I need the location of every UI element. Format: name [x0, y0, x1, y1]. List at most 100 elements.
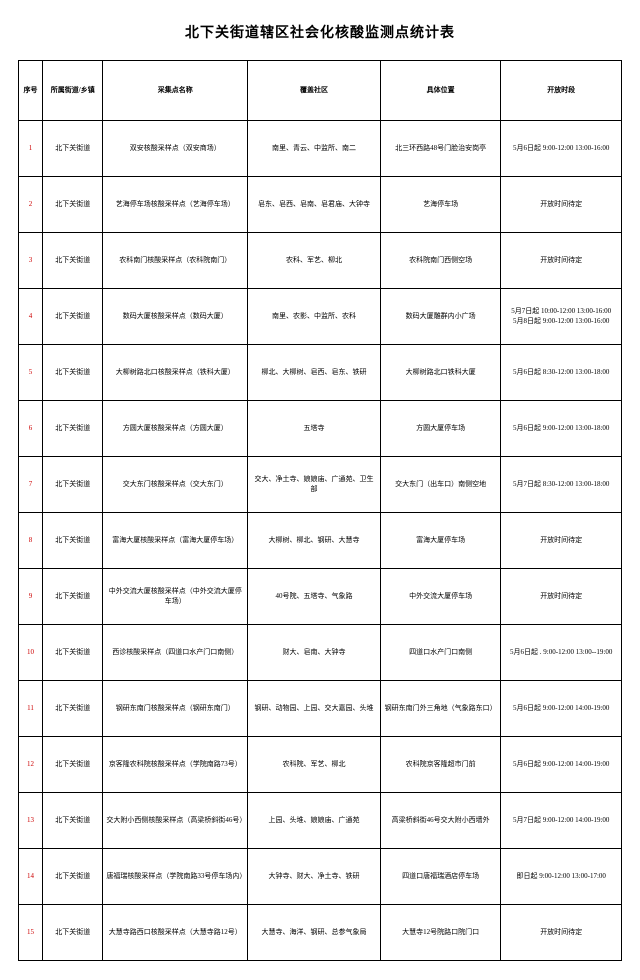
- cell-time: 5月6日起 8:30-12:00 13:00-18:00: [501, 345, 622, 401]
- table-row: 12北下关街道京客隆农科院核酸采样点（学院南路73号）农科院、军艺、柳北农科院京…: [19, 737, 622, 793]
- cell-index: 3: [19, 233, 43, 289]
- cell-district: 北下关街道: [43, 681, 103, 737]
- cell-location: 四道口唐福瑞酒店停车场: [380, 849, 501, 905]
- cell-time: 开放时间待定: [501, 569, 622, 625]
- cell-location: 交大东门（出车口）南侧空地: [380, 457, 501, 513]
- cell-time: 开放时间待定: [501, 513, 622, 569]
- cell-community: 农科院、军艺、柳北: [248, 737, 381, 793]
- cell-community: 农科、军艺、柳北: [248, 233, 381, 289]
- cell-community: 大柳树、柳北、钢研、大慧寺: [248, 513, 381, 569]
- cell-site: 京客隆农科院核酸采样点（学院南路73号）: [103, 737, 248, 793]
- table-row: 11北下关街道钢研东南门核酸采样点（钢研东南门）钢研、动物园、上园、交大嘉园、头…: [19, 681, 622, 737]
- cell-district: 北下关街道: [43, 625, 103, 681]
- table-row: 10北下关街道西诊核酸采样点（四道口水产门口南侧）财大、皂南、大钟寺四道口水产门…: [19, 625, 622, 681]
- cell-time: 开放时间待定: [501, 233, 622, 289]
- cell-location: 艺海停车场: [380, 177, 501, 233]
- cell-index: 6: [19, 401, 43, 457]
- cell-community: 南里、农影、中监所、农科: [248, 289, 381, 345]
- cell-time: 5月6日起 9:00-12:00 14:00-19:00: [501, 737, 622, 793]
- cell-site: 双安核酸采样点（双安商场）: [103, 121, 248, 177]
- cell-location: 富海大厦停车场: [380, 513, 501, 569]
- cell-location: 高梁桥斜街46号交大附小西墙外: [380, 793, 501, 849]
- table-row: 3北下关街道农科南门核酸采样点（农科院南门）农科、军艺、柳北农科院南门西侧空场开…: [19, 233, 622, 289]
- cell-community: 五塔寺: [248, 401, 381, 457]
- page-container: 北下关街道辖区社会化核酸监测点统计表 序号 所属街道/乡镇 采集点名称 覆盖社区…: [0, 0, 640, 961]
- cell-district: 北下关街道: [43, 457, 103, 513]
- cell-time: 5月6日起 9:00-12:00 13:00-16:00: [501, 121, 622, 177]
- cell-index: 9: [19, 569, 43, 625]
- table-row: 14北下关街道唐福瑞核酸采样点（学院南路33号停车场内）大钟寺、财大、净土寺、铁…: [19, 849, 622, 905]
- col-header-site: 采集点名称: [103, 61, 248, 121]
- cell-district: 北下关街道: [43, 345, 103, 401]
- cell-community: 大钟寺、财大、净土寺、铁研: [248, 849, 381, 905]
- cell-district: 北下关街道: [43, 121, 103, 177]
- table-row: 5北下关街道大柳树路北口核酸采样点（铁科大厦）柳北、大柳树、皂西、皂东、铁研大柳…: [19, 345, 622, 401]
- cell-community: 皂东、皂西、皂南、皂君庙、大钟寺: [248, 177, 381, 233]
- col-header-time: 开放时段: [501, 61, 622, 121]
- cell-location: 农科院南门西侧空场: [380, 233, 501, 289]
- col-header-index: 序号: [19, 61, 43, 121]
- cell-community: 40号院、五塔寺、气象路: [248, 569, 381, 625]
- cell-site: 大柳树路北口核酸采样点（铁科大厦）: [103, 345, 248, 401]
- table-row: 2北下关街道艺海停车场核酸采样点（艺海停车场）皂东、皂西、皂南、皂君庙、大钟寺艺…: [19, 177, 622, 233]
- table-row: 6北下关街道方圆大厦核酸采样点（方圆大厦）五塔寺方圆大厦停车场5月6日起 9:0…: [19, 401, 622, 457]
- cell-district: 北下关街道: [43, 905, 103, 961]
- cell-index: 2: [19, 177, 43, 233]
- cell-location: 北三环西路48号门脸治安岗亭: [380, 121, 501, 177]
- table-row: 13北下关街道交大附小西侧核酸采样点（高梁桥斜街46号）上园、头堆、娘娘庙、广通…: [19, 793, 622, 849]
- cell-index: 5: [19, 345, 43, 401]
- table-row: 1北下关街道双安核酸采样点（双安商场）南里、青云、中监所、南二北三环西路48号门…: [19, 121, 622, 177]
- table-body: 1北下关街道双安核酸采样点（双安商场）南里、青云、中监所、南二北三环西路48号门…: [19, 121, 622, 961]
- cell-index: 8: [19, 513, 43, 569]
- cell-location: 钢研东南门外三角地（气象路东口）: [380, 681, 501, 737]
- cell-index: 10: [19, 625, 43, 681]
- cell-community: 上园、头堆、娘娘庙、广通苑: [248, 793, 381, 849]
- cell-site: 交大东门核酸采样点（交大东门）: [103, 457, 248, 513]
- cell-site: 钢研东南门核酸采样点（钢研东南门）: [103, 681, 248, 737]
- table-row: 4北下关街道数码大厦核酸采样点（数码大厦）南里、农影、中监所、农科数码大厦雕群内…: [19, 289, 622, 345]
- cell-district: 北下关街道: [43, 793, 103, 849]
- cell-location: 方圆大厦停车场: [380, 401, 501, 457]
- table-header: 序号 所属街道/乡镇 采集点名称 覆盖社区 具体位置 开放时段: [19, 61, 622, 121]
- cell-time: 5月7日起 9:00-12:00 14:00-19:00: [501, 793, 622, 849]
- cell-site: 数码大厦核酸采样点（数码大厦）: [103, 289, 248, 345]
- cell-site: 艺海停车场核酸采样点（艺海停车场）: [103, 177, 248, 233]
- cell-community: 财大、皂南、大钟寺: [248, 625, 381, 681]
- cell-index: 1: [19, 121, 43, 177]
- cell-district: 北下关街道: [43, 849, 103, 905]
- cell-location: 大慧寺12号院路口院门口: [380, 905, 501, 961]
- cell-index: 14: [19, 849, 43, 905]
- cell-time: 5月6日起 9:00-12:00 13:00-18:00: [501, 401, 622, 457]
- cell-site: 中外交流大厦核酸采样点（中外交流大厦停车场）: [103, 569, 248, 625]
- table-row: 7北下关街道交大东门核酸采样点（交大东门）交大、净土寺、娘娘庙、广通苑、卫生部交…: [19, 457, 622, 513]
- table-row: 15北下关街道大慧寺路西口核酸采样点（大慧寺路12号）大慧寺、海洋、钢研、总参气…: [19, 905, 622, 961]
- cell-time: 开放时间待定: [501, 177, 622, 233]
- cell-district: 北下关街道: [43, 289, 103, 345]
- col-header-district: 所属街道/乡镇: [43, 61, 103, 121]
- cell-index: 11: [19, 681, 43, 737]
- cell-community: 钢研、动物园、上园、交大嘉园、头堆: [248, 681, 381, 737]
- cell-index: 7: [19, 457, 43, 513]
- cell-index: 12: [19, 737, 43, 793]
- cell-district: 北下关街道: [43, 737, 103, 793]
- cell-time: 5月6日起 9:00-12:00 14:00-19:00: [501, 681, 622, 737]
- cell-site: 唐福瑞核酸采样点（学院南路33号停车场内）: [103, 849, 248, 905]
- cell-community: 南里、青云、中监所、南二: [248, 121, 381, 177]
- cell-district: 北下关街道: [43, 513, 103, 569]
- cell-site: 方圆大厦核酸采样点（方圆大厦）: [103, 401, 248, 457]
- cell-district: 北下关街道: [43, 177, 103, 233]
- table-row: 9北下关街道中外交流大厦核酸采样点（中外交流大厦停车场）40号院、五塔寺、气象路…: [19, 569, 622, 625]
- cell-site: 交大附小西侧核酸采样点（高梁桥斜街46号）: [103, 793, 248, 849]
- page-title: 北下关街道辖区社会化核酸监测点统计表: [18, 12, 622, 60]
- table-row: 8北下关街道富海大厦核酸采样点（富海大厦停车场）大柳树、柳北、钢研、大慧寺富海大…: [19, 513, 622, 569]
- cell-index: 15: [19, 905, 43, 961]
- cell-location: 数码大厦雕群内小广场: [380, 289, 501, 345]
- cell-site: 农科南门核酸采样点（农科院南门）: [103, 233, 248, 289]
- cell-location: 大柳树路北口铁科大厦: [380, 345, 501, 401]
- cell-site: 大慧寺路西口核酸采样点（大慧寺路12号）: [103, 905, 248, 961]
- col-header-location: 具体位置: [380, 61, 501, 121]
- cell-district: 北下关街道: [43, 569, 103, 625]
- cell-time: 5月6日起 . 9:00-12:00 13:00--19:00: [501, 625, 622, 681]
- cell-community: 大慧寺、海洋、钢研、总参气象局: [248, 905, 381, 961]
- cell-location: 农科院京客隆超市门前: [380, 737, 501, 793]
